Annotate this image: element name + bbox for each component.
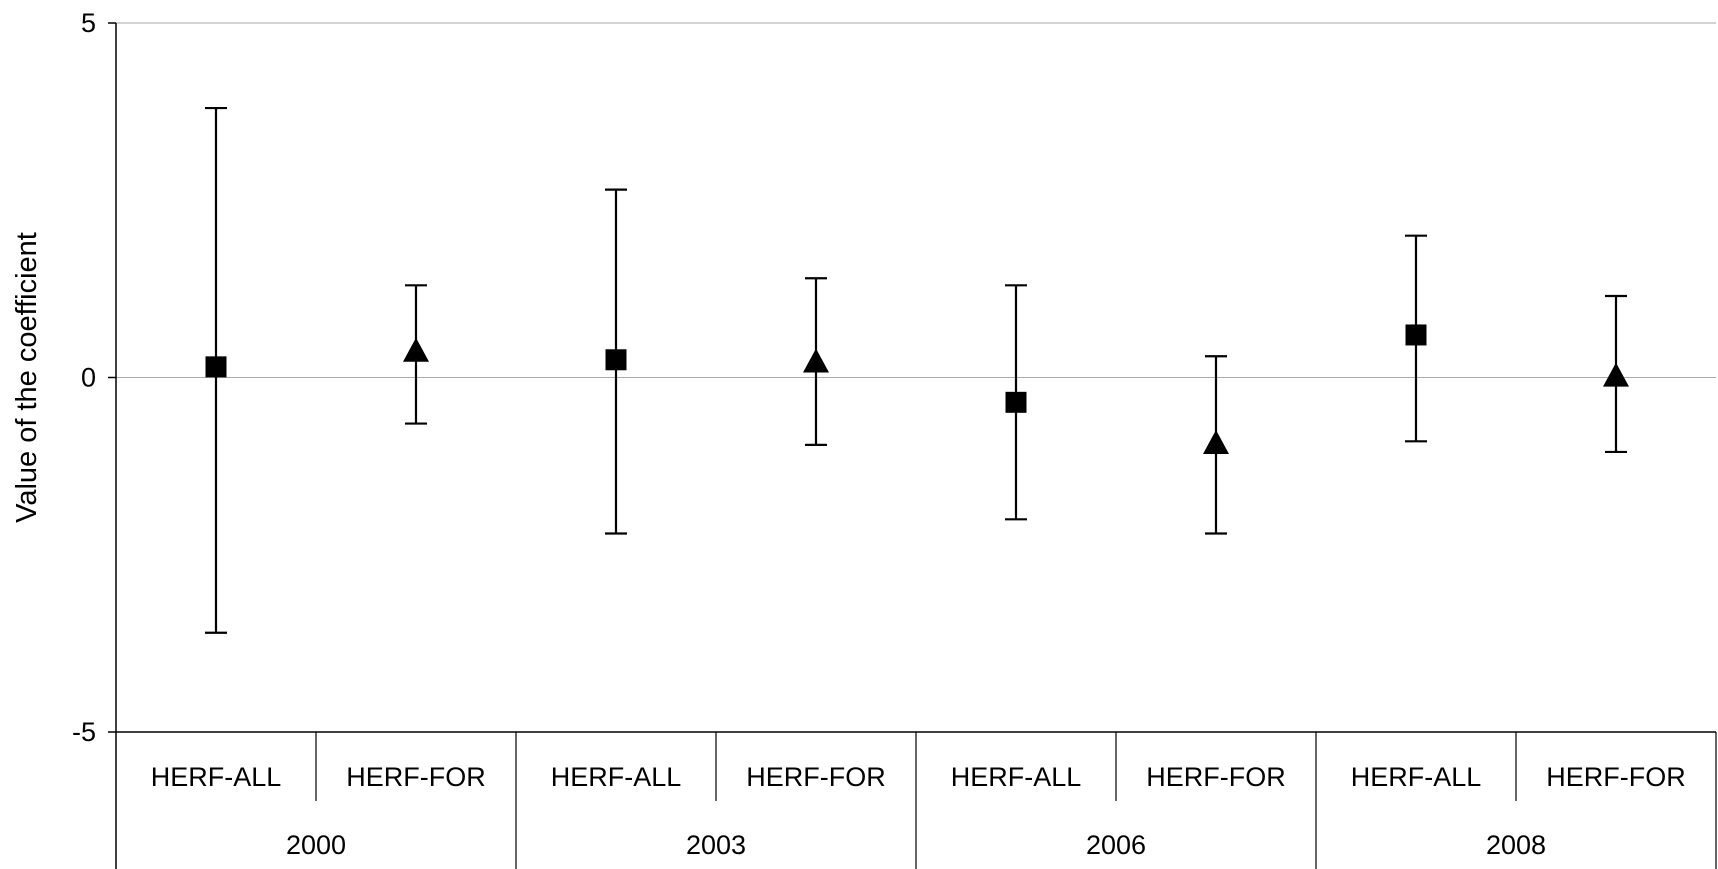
x-group-label: 2008	[1486, 830, 1546, 860]
x-group-label: 2003	[686, 830, 746, 860]
data-point-square	[1405, 324, 1427, 346]
data-point-triangle	[1603, 362, 1629, 387]
y-axis-title: Value of the coefficient	[11, 232, 43, 523]
x-category-label: HERF-ALL	[551, 762, 682, 792]
data-point-triangle	[403, 337, 429, 362]
x-category-label: HERF-ALL	[1351, 762, 1482, 792]
x-category-label: HERF-FOR	[1546, 762, 1685, 792]
x-group-label: 2006	[1086, 830, 1146, 860]
y-tick-label: 5	[81, 8, 96, 38]
x-group-label: 2000	[286, 830, 346, 860]
x-category-label: HERF-ALL	[151, 762, 282, 792]
data-point-triangle	[803, 348, 829, 373]
data-point-square	[605, 349, 627, 371]
x-category-label: HERF-FOR	[746, 762, 885, 792]
data-point-square	[205, 356, 227, 378]
x-category-label: HERF-ALL	[951, 762, 1082, 792]
data-point-triangle	[1203, 429, 1229, 454]
x-category-label: HERF-FOR	[346, 762, 485, 792]
y-tick-label: 0	[81, 363, 96, 393]
y-tick-label: -5	[72, 717, 96, 747]
data-point-square	[1005, 391, 1027, 413]
x-category-label: HERF-FOR	[1146, 762, 1285, 792]
